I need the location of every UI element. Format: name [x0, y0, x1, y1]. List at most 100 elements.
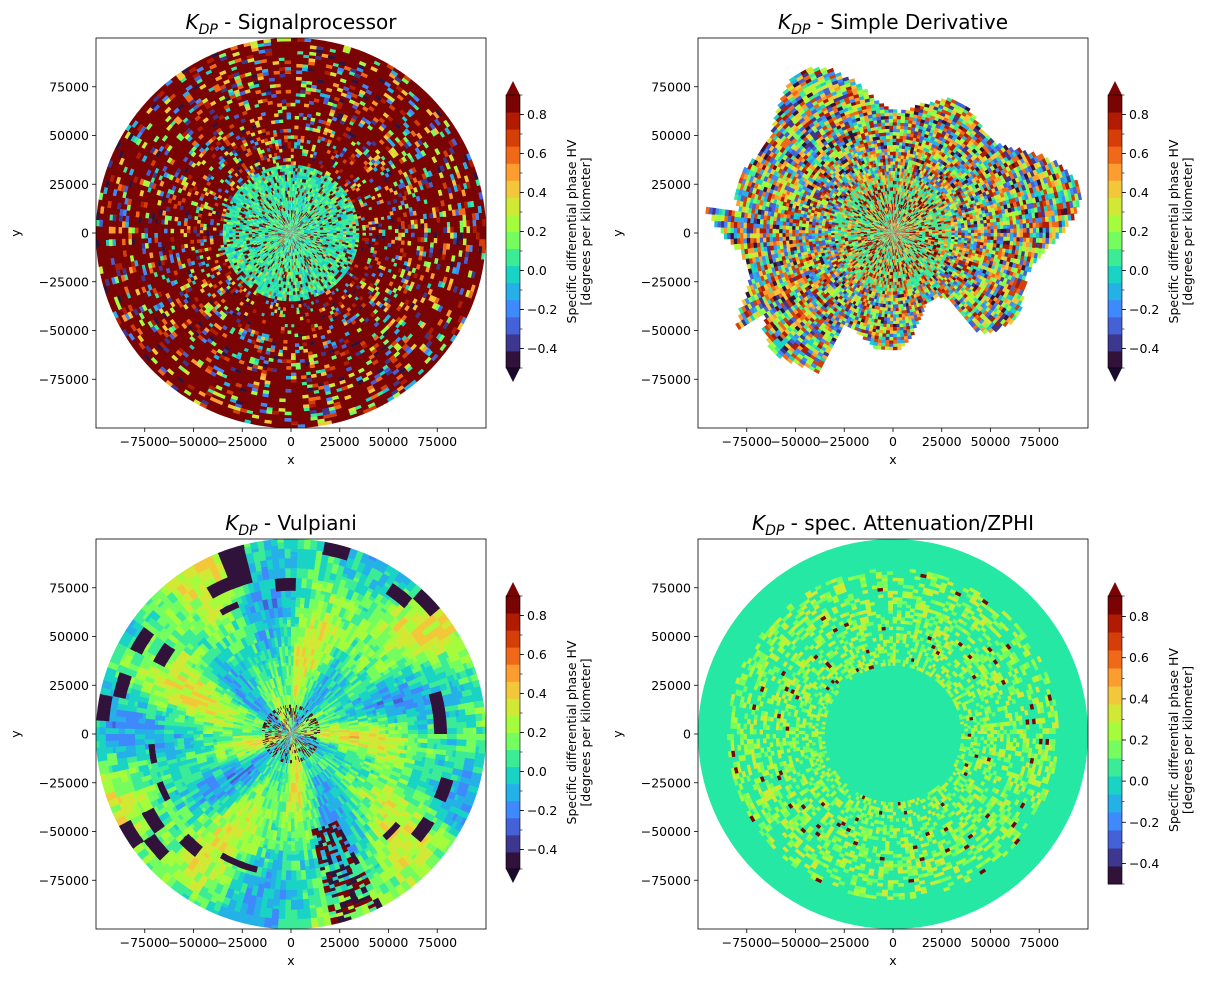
colorbar-segment	[506, 231, 520, 250]
colorbar-segment	[1108, 95, 1122, 113]
colorbar-segment	[1108, 668, 1122, 687]
title-main: K	[752, 511, 767, 535]
colorbar-tick-label: 0.8	[527, 608, 547, 623]
kdp-field	[738, 75, 1075, 355]
kdp-field	[100, 562, 453, 929]
kdp-field	[96, 539, 486, 920]
colorbar-extend-min	[506, 869, 520, 883]
colorbar-tick-label: 0.2	[1129, 733, 1149, 748]
title-main: K	[778, 10, 793, 34]
colorbar-tick-label: −0.4	[1129, 341, 1159, 356]
colorbar-label: Specific differential phase HV	[1166, 648, 1181, 832]
y-tick-label: −25000	[641, 274, 691, 289]
x-tick-label: −50000	[770, 434, 820, 449]
colorbar-segment	[1108, 866, 1122, 885]
y-tick-label: 50000	[49, 128, 89, 143]
colorbar-segment	[506, 732, 520, 751]
colorbar-segment	[506, 95, 520, 113]
colorbar-segment	[506, 146, 520, 164]
x-tick-label: 75000	[1019, 935, 1059, 950]
colorbar-tick-label: 0.2	[527, 725, 547, 740]
colorbar-tick-label: 0.0	[1129, 263, 1149, 278]
x-axis-label: x	[889, 452, 896, 467]
colorbar-tick-label: 0.8	[1129, 609, 1149, 624]
y-tick-label: −50000	[39, 323, 89, 338]
kdp-field	[349, 735, 360, 739]
colorbar-segment	[506, 681, 520, 699]
colorbar-segment	[506, 282, 520, 301]
colorbar-segment	[1108, 350, 1122, 369]
colorbar-segment	[1108, 316, 1122, 335]
colorbar: 0.8 0.6 0.4 0.2 0.0 −0.2 −0.4 Specific differen…	[1107, 81, 1195, 382]
colorbar-segment	[506, 596, 520, 614]
chart-title: KDP - Signalprocessor	[185, 10, 397, 38]
x-tick-label: 0	[287, 434, 295, 449]
colorbar-segment	[506, 333, 520, 352]
colorbar-segment	[1108, 248, 1122, 267]
colorbar-segment	[1108, 614, 1122, 633]
colorbar-segment	[506, 350, 520, 369]
x-tick-label: −75000	[722, 434, 772, 449]
colorbar-tick-label: 0.6	[527, 647, 547, 662]
title-rest: - Simple Derivative	[810, 10, 1008, 34]
y-tick-label: −25000	[39, 775, 89, 790]
chart-panel: −75000−50000−25000 0 25000 50000 75000750005…	[8, 10, 593, 467]
colorbar-tick-label: 0.4	[1129, 691, 1149, 706]
x-axis-label: x	[287, 452, 294, 467]
colorbar-tick-label: −0.4	[527, 842, 557, 857]
colorbar-label-units: [degrees per kilometer]	[578, 157, 593, 305]
colorbar-segment	[1108, 776, 1122, 795]
colorbar-segment	[1108, 704, 1122, 723]
colorbar-tick-label: −0.2	[1129, 302, 1159, 317]
kdp-field	[714, 67, 1079, 366]
colorbar-tick-label: 0.0	[1129, 774, 1149, 789]
title-main: K	[185, 10, 200, 34]
y-tick-label: −50000	[641, 323, 691, 338]
colorbar-segment	[506, 715, 520, 733]
x-tick-label: −25000	[819, 434, 869, 449]
y-axis-label: y	[8, 229, 23, 237]
kdp-field	[728, 568, 1058, 900]
colorbar-segment	[1108, 740, 1122, 759]
y-tick-label: 25000	[651, 678, 691, 693]
colorbar-tick-label: 0.8	[527, 107, 547, 122]
colorbar: 0.8 0.6 0.4 0.2 0.0 −0.2 −0.4 Specific differen…	[505, 582, 593, 883]
kdp-field	[723, 78, 1062, 369]
y-tick-label: −75000	[641, 372, 691, 387]
colorbar-segment	[506, 630, 520, 648]
title-sub: DP	[199, 22, 219, 38]
colorbar-label-units: [degrees per kilometer]	[578, 658, 593, 806]
colorbar-segment	[506, 834, 520, 853]
radar-image	[698, 539, 1088, 929]
title-rest: - Vulpiani	[258, 511, 357, 535]
x-tick-label: −50000	[168, 434, 218, 449]
y-tick-label: 50000	[651, 629, 691, 644]
x-tick-label: 75000	[417, 935, 457, 950]
y-tick-label: 75000	[651, 79, 691, 94]
colorbar-segment	[506, 163, 520, 181]
kdp-field	[746, 69, 1065, 349]
chart-title: KDP - Simple Derivative	[778, 10, 1008, 38]
colorbar-tick-label: 0.2	[527, 224, 547, 239]
x-tick-label: 25000	[320, 935, 360, 950]
kdp-field	[103, 60, 482, 404]
colorbar-segment	[1108, 632, 1122, 651]
y-tick-label: 50000	[49, 629, 89, 644]
colorbar-segment	[1108, 794, 1122, 813]
x-axis-label: x	[889, 953, 896, 968]
x-tick-label: 50000	[369, 434, 409, 449]
x-tick-label: 75000	[417, 434, 457, 449]
colorbar-segment	[1108, 830, 1122, 849]
colorbar-tick-label: 0.0	[527, 764, 547, 779]
colorbar-extend-max	[506, 582, 520, 596]
x-tick-label: 0	[889, 935, 897, 950]
colorbar-segment	[506, 299, 520, 318]
title-sub: DP	[791, 22, 811, 38]
colorbar-segment	[506, 664, 520, 682]
colorbar-tick-label: −0.4	[527, 341, 557, 356]
chart-title: KDP - Vulpiani	[225, 511, 357, 539]
radar-image	[705, 66, 1082, 374]
y-tick-label: 25000	[49, 177, 89, 192]
colorbar-segment	[1108, 848, 1122, 867]
title-rest: - Signalprocessor	[218, 10, 397, 34]
